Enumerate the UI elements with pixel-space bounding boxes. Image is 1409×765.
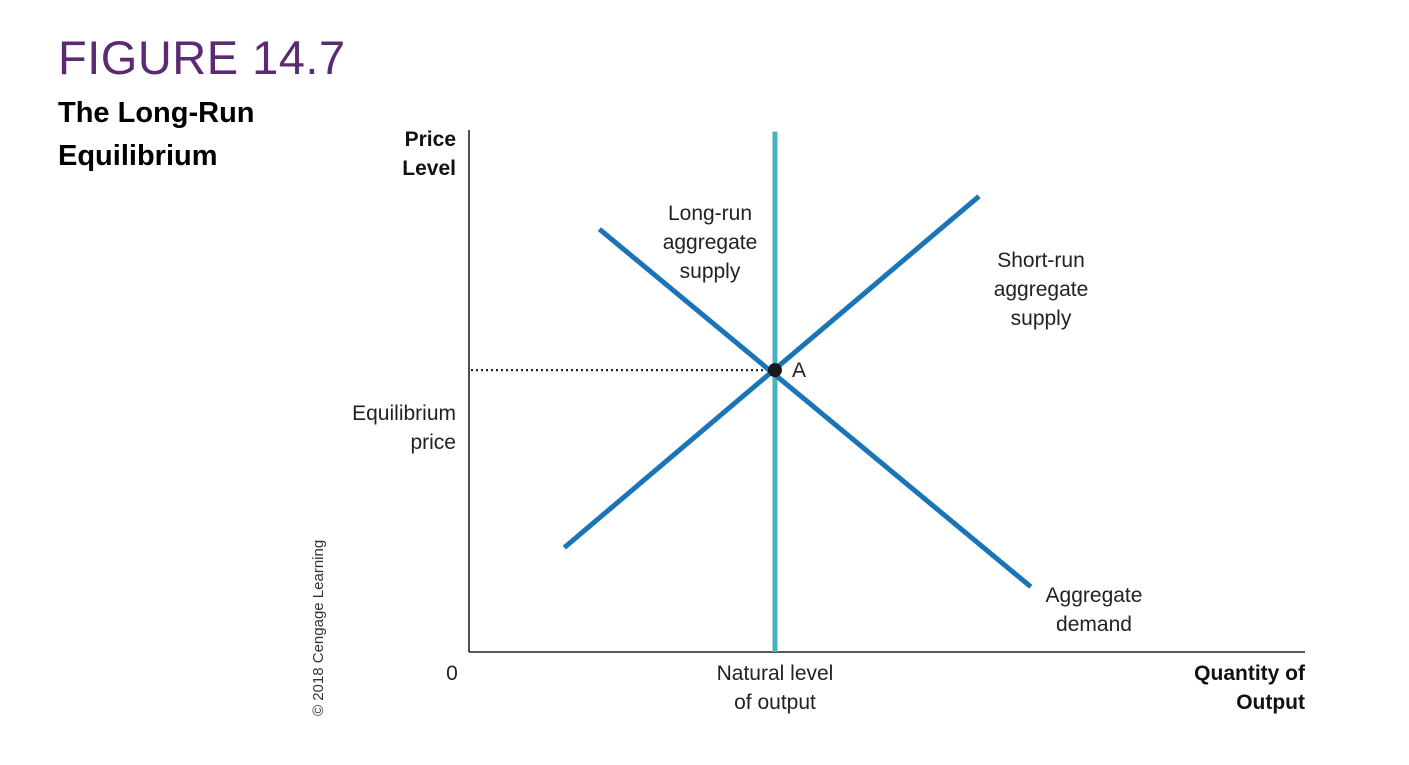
lras-label-line1: Long-run <box>668 202 752 225</box>
copyright-credit: © 2018 Cengage Learning <box>310 540 327 716</box>
ad-label-line2: demand <box>1056 613 1132 636</box>
ad-line <box>597 227 1033 589</box>
x-axis-label-line2: Output <box>1236 691 1305 714</box>
x-axis-label-line1: Quantity of <box>1194 662 1306 685</box>
y-axis-label-line1: Price <box>405 128 456 151</box>
equilibrium-point-label: A <box>792 359 806 382</box>
figure-title-line1: The Long-Run <box>58 97 255 129</box>
lras-label-line3: supply <box>680 260 741 283</box>
sras-label-line1: Short-run <box>997 249 1085 272</box>
equilibrium-price-label-line2: price <box>410 431 456 454</box>
natural-output-label-line2: of output <box>734 691 816 714</box>
lras-label-line2: aggregate <box>663 231 758 254</box>
sras-label-line2: aggregate <box>994 278 1089 301</box>
ad-label-line1: Aggregate <box>1046 584 1143 607</box>
sras-label-line3: supply <box>1011 307 1072 330</box>
y-axis-label-line2: Level <box>402 157 456 180</box>
figure-title: The Long-Run Equilibrium <box>58 92 318 178</box>
equilibrium-point <box>767 363 782 378</box>
figure-title-line2: Equilibrium <box>58 140 218 172</box>
figure-number: FIGURE 14.7 <box>58 31 346 84</box>
origin-label: 0 <box>446 662 458 685</box>
natural-output-label-line1: Natural level <box>717 662 834 685</box>
equilibrium-price-label-line1: Equilibrium <box>352 402 456 425</box>
